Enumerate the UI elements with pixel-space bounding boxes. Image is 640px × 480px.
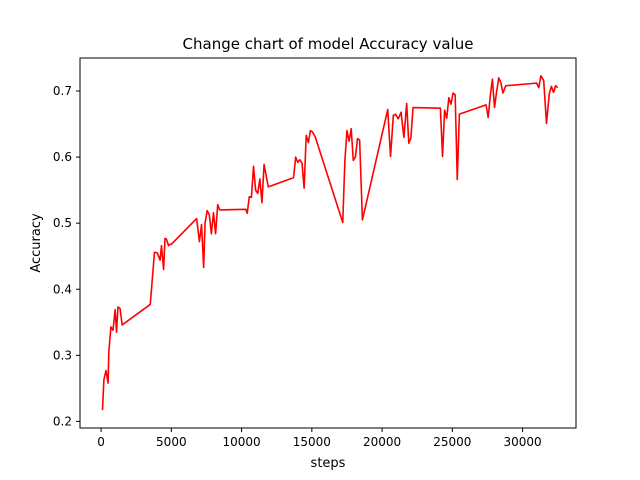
y-axis-ticks: 0.2 0.3 0.4 0.5 0.6 0.7 — [53, 84, 80, 428]
y-tick-label: 0.4 — [53, 282, 72, 296]
y-axis-label: Accuracy — [29, 213, 44, 273]
x-tick-label: 25000 — [433, 435, 471, 449]
y-tick-label: 0.7 — [53, 84, 72, 98]
x-tick-label: 20000 — [363, 435, 401, 449]
y-tick-label: 0.5 — [53, 216, 72, 230]
axes-frame — [79, 57, 577, 429]
y-tick-label: 0.6 — [53, 150, 72, 164]
x-axis-label: steps — [311, 456, 346, 471]
x-tick-label: 30000 — [504, 435, 542, 449]
plot-area — [101, 75, 559, 411]
chart-title: Change chart of model Accuracy value — [183, 35, 474, 53]
x-tick-label: 10000 — [222, 435, 260, 449]
y-tick-label: 0.2 — [53, 414, 72, 428]
x-axis-ticks: 0 5000 10000 15000 20000 25000 30000 — [97, 428, 542, 449]
x-tick-label: 5000 — [156, 435, 187, 449]
series-line-0 — [101, 75, 559, 411]
x-tick-label: 15000 — [293, 435, 331, 449]
x-tick-label: 0 — [97, 435, 105, 449]
y-tick-label: 0.3 — [53, 348, 72, 362]
